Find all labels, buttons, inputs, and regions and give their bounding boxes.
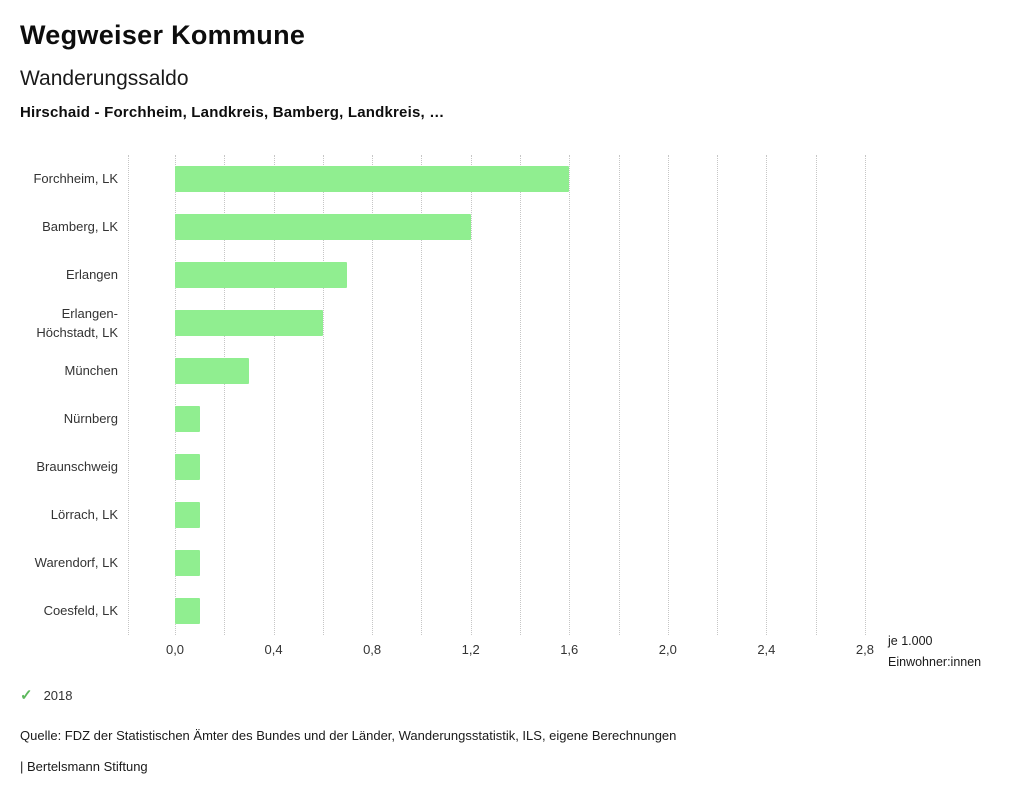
category-label: Forchheim, LK — [33, 171, 118, 187]
app-title: Wegweiser Kommune — [20, 20, 306, 50]
gridline — [815, 155, 817, 635]
gridline — [519, 155, 521, 635]
x-tick-label: 2,8 — [855, 642, 874, 657]
indicator-title: Wanderungssaldo — [20, 67, 189, 90]
x-tick-label: 2,4 — [757, 642, 776, 657]
attribution-text: | Bertelsmann Stiftung — [20, 759, 148, 774]
plot-border-left — [128, 155, 129, 635]
x-tick-label: 0,8 — [363, 642, 382, 657]
category-label: Bamberg, LK — [42, 219, 118, 235]
x-tick-label: 1,6 — [560, 642, 579, 657]
plot-area — [128, 155, 886, 635]
gridline — [372, 155, 374, 635]
gridline — [175, 155, 176, 635]
category-label: Warendorf, LK — [34, 555, 118, 571]
bar[interactable] — [175, 598, 200, 624]
legend-label: 2018 — [43, 687, 73, 703]
legend-item-2018[interactable]: ✓ 2018 — [20, 686, 73, 704]
gridline — [273, 155, 275, 635]
category-label: Erlangen — [65, 267, 118, 283]
category-label: Lörrach, LK — [50, 507, 118, 523]
bar[interactable] — [175, 454, 200, 480]
axis-unit-label: je 1.000 Einwohner:innen — [888, 631, 1020, 673]
bar[interactable] — [175, 550, 200, 576]
x-tick-label: 2,0 — [658, 642, 677, 657]
bar[interactable] — [175, 406, 200, 432]
category-label: Nürnberg — [63, 411, 118, 427]
source-text: Quelle: FDZ der Statistischen Ämter des … — [20, 728, 677, 743]
bar-chart: Forchheim, LK Bamberg, LK Erlangen Erlangen… — [0, 155, 1024, 675]
check-icon: ✓ — [20, 687, 33, 704]
category-label: München — [64, 363, 118, 379]
axis-unit-line-2: Einwohner:innen — [888, 655, 982, 669]
selection-title: Hirschaid - Forchheim, Landkreis, Bamber… — [20, 104, 445, 121]
gridline — [667, 155, 669, 635]
gridline — [224, 155, 226, 635]
gridline — [322, 155, 324, 635]
gridline — [864, 155, 866, 635]
axis-unit-line-1: je 1.000 — [888, 634, 933, 648]
bar[interactable] — [175, 310, 323, 336]
x-tick-label: 1,2 — [461, 642, 480, 657]
x-axis-ticks: 0,0 0,4 0,8 1,2 1,6 2,0 2,4 2,8 — [128, 642, 886, 660]
bar[interactable] — [175, 262, 348, 288]
bar[interactable] — [175, 214, 471, 240]
category-labels: Forchheim, LK Bamberg, LK Erlangen Erlangen… — [0, 155, 118, 635]
x-tick-label: 0,0 — [165, 642, 185, 657]
gridline — [618, 155, 620, 635]
gridline — [421, 155, 423, 635]
category-label: Braunschweig — [36, 459, 118, 475]
category-label: Coesfeld, LK — [43, 603, 118, 619]
gridline — [717, 155, 719, 635]
bar[interactable] — [175, 502, 200, 528]
bar[interactable] — [175, 358, 249, 384]
x-tick-label: 0,4 — [264, 642, 283, 657]
gridline — [766, 155, 768, 635]
category-label: Erlangen-Höchstadt, LK — [36, 305, 118, 341]
gridline — [470, 155, 472, 635]
bar[interactable] — [175, 166, 570, 192]
gridline — [569, 155, 571, 635]
